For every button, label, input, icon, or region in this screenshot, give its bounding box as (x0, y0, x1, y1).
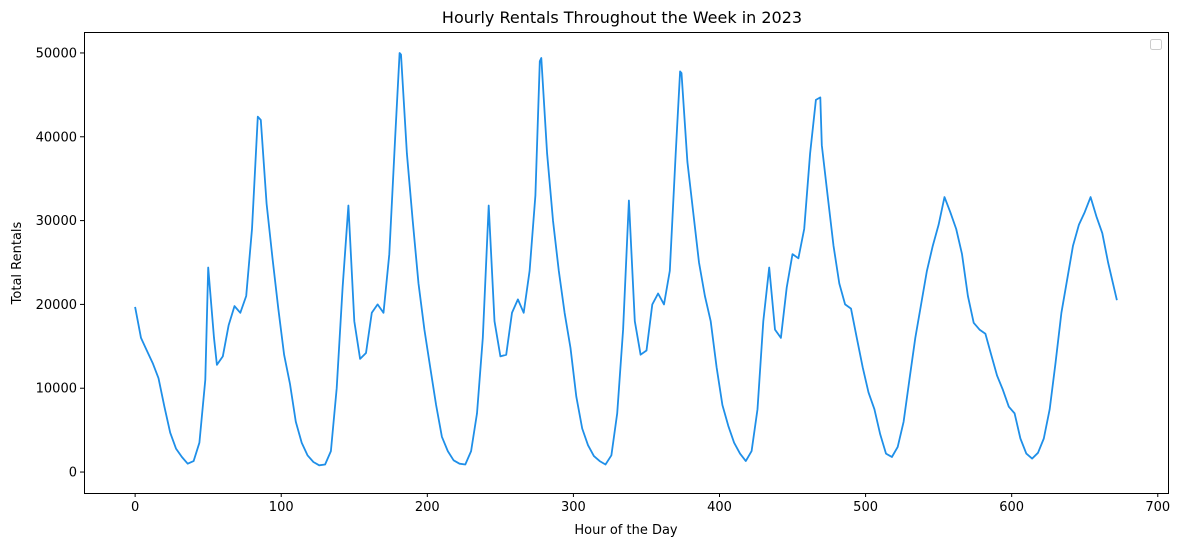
y-tick-label: 40000 (36, 130, 77, 145)
y-tick-label: 50000 (36, 46, 77, 61)
x-tick-label: 0 (131, 500, 139, 515)
x-tick-label: 300 (561, 500, 586, 515)
x-tick-label: 400 (707, 500, 732, 515)
y-tick-label: 20000 (36, 298, 77, 313)
y-tick-label: 30000 (36, 214, 77, 229)
y-tick-label: 0 (69, 466, 77, 481)
chart-title: Hourly Rentals Throughout the Week in 20… (442, 8, 802, 27)
x-tick-label: 600 (999, 500, 1024, 515)
x-axis: 0 100 200 300 400 500 600 700 (131, 493, 1170, 515)
x-tick-label: 200 (415, 500, 440, 515)
series-line-0 (134, 52, 1118, 467)
y-axis-label: Total Rentals (10, 221, 25, 305)
x-tick-label: 700 (1145, 500, 1170, 515)
y-axis: 0 10000 20000 30000 40000 50000 (36, 46, 84, 481)
x-tick-label: 500 (853, 500, 878, 515)
plot-area (134, 52, 1118, 467)
plot-frame (84, 32, 1169, 494)
legend-box (1150, 39, 1162, 50)
x-tick-label: 100 (269, 500, 294, 515)
y-tick-label: 10000 (36, 382, 77, 397)
x-axis-label: Hour of the Day (574, 523, 678, 538)
